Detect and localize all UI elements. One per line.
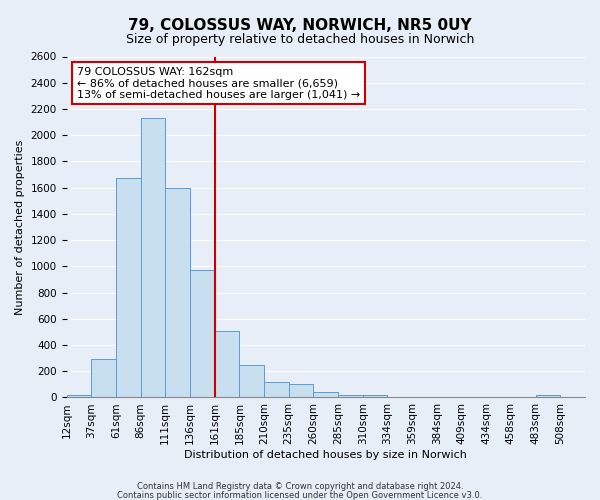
Bar (363, 396, 388, 398)
Bar (388, 397, 412, 398)
Text: 79, COLOSSUS WAY, NORWICH, NR5 0UY: 79, COLOSSUS WAY, NORWICH, NR5 0UY (128, 18, 472, 32)
Bar (412, 397, 437, 398)
Bar (313, 392, 338, 398)
Bar (264, 382, 289, 398)
Text: 79 COLOSSUS WAY: 162sqm
← 86% of detached houses are smaller (6,659)
13% of semi: 79 COLOSSUS WAY: 162sqm ← 86% of detache… (77, 66, 360, 100)
Bar (190, 270, 215, 398)
Bar (239, 364, 264, 398)
Bar (140, 118, 165, 398)
Text: Size of property relative to detached houses in Norwich: Size of property relative to detached ho… (126, 32, 474, 46)
Bar (338, 396, 363, 398)
Text: Contains HM Land Registry data © Crown copyright and database right 2024.: Contains HM Land Registry data © Crown c… (137, 482, 463, 491)
Bar (91, 360, 116, 398)
Bar (289, 384, 313, 398)
Y-axis label: Number of detached properties: Number of detached properties (15, 140, 25, 314)
Bar (215, 330, 239, 398)
Text: Contains public sector information licensed under the Open Government Licence v3: Contains public sector information licen… (118, 490, 482, 500)
Bar (116, 178, 140, 398)
Bar (536, 395, 560, 398)
Bar (67, 395, 91, 398)
X-axis label: Distribution of detached houses by size in Norwich: Distribution of detached houses by size … (184, 450, 467, 460)
Bar (165, 188, 190, 398)
